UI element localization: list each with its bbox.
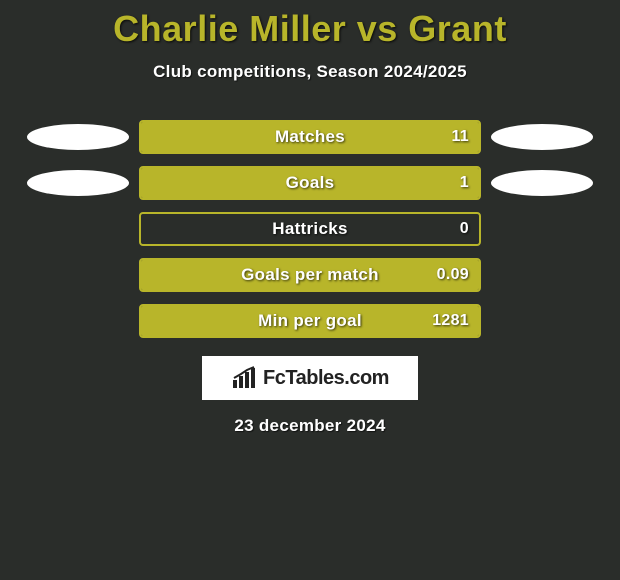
right-ellipse [491,124,593,150]
stat-row: Hattricks 0 [0,212,620,246]
stat-value: 1281 [432,312,469,330]
stat-label: Goals [286,173,335,193]
stat-value: 11 [451,128,469,146]
logo-box[interactable]: FcTables.com [202,356,418,400]
stat-value: 0 [460,220,469,238]
logo-text: FcTables.com [263,367,389,390]
stat-label: Min per goal [258,311,362,331]
comparison-card: Charlie Miller vs Grant Club competition… [0,0,620,436]
stat-label: Matches [275,127,345,147]
stat-label: Goals per match [241,265,379,285]
stat-row: Min per goal 1281 [0,304,620,338]
stat-bar: Hattricks 0 [139,212,481,246]
stat-value: 0.09 [437,266,469,284]
subtitle: Club competitions, Season 2024/2025 [0,62,620,82]
stats-rows: Matches 11 Goals 1 Hattricks 0 [0,120,620,338]
stat-row: Goals per match 0.09 [0,258,620,292]
page-title: Charlie Miller vs Grant [0,8,620,50]
chart-icon [231,366,257,390]
stat-row: Matches 11 [0,120,620,154]
stat-bar: Matches 11 [139,120,481,154]
stat-label: Hattricks [272,219,347,239]
right-ellipse [491,170,593,196]
left-ellipse [27,124,129,150]
stat-row: Goals 1 [0,166,620,200]
stat-bar: Goals per match 0.09 [139,258,481,292]
date-text: 23 december 2024 [0,416,620,436]
left-ellipse [27,170,129,196]
stat-value: 1 [460,174,469,192]
stat-bar: Goals 1 [139,166,481,200]
stat-bar: Min per goal 1281 [139,304,481,338]
